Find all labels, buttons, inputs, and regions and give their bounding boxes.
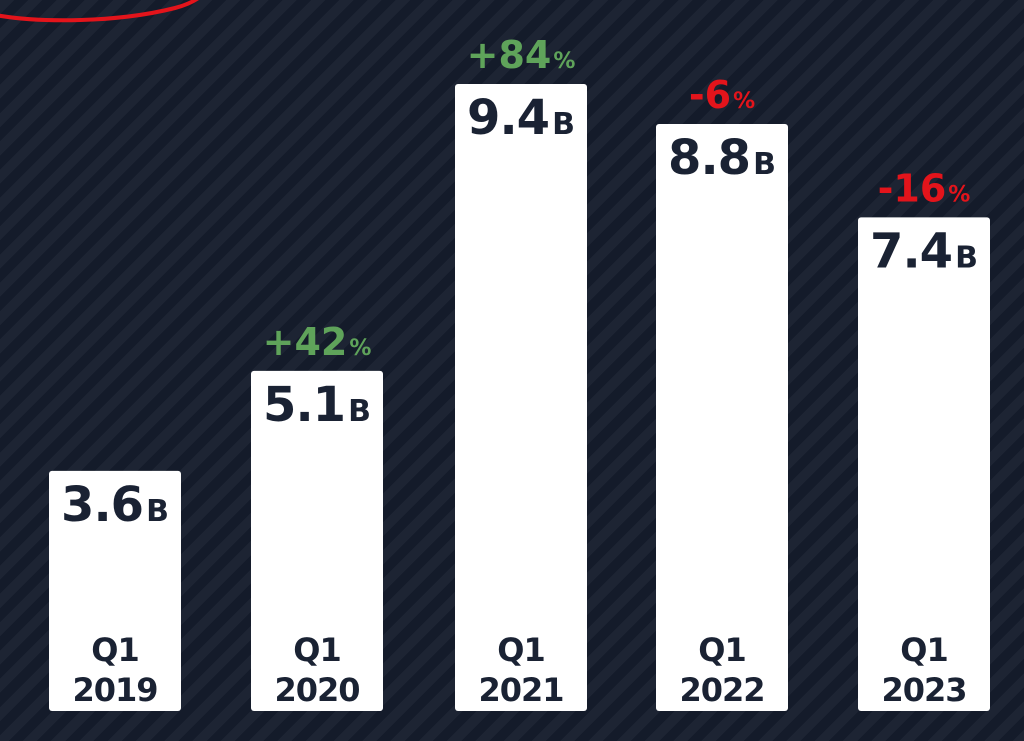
bar-value-label: 5.1 B	[263, 377, 371, 433]
change-number: -16	[878, 166, 947, 210]
value-unit: B	[753, 147, 776, 182]
category-quarter-label: Q1	[293, 631, 340, 669]
value-number: 3.6	[61, 477, 143, 533]
category-quarter-label: Q1	[497, 631, 544, 669]
bar-value-label: 8.8 B	[668, 130, 776, 186]
category-year-label: 2021	[478, 671, 563, 709]
change-label: +42%	[263, 320, 372, 364]
bar-value-label: 7.4 B	[870, 223, 978, 279]
bar-q1-2021	[455, 84, 587, 711]
change-unit: %	[553, 49, 575, 74]
category-year-label: 2023	[881, 671, 966, 709]
category-year-label: 2022	[679, 671, 764, 709]
bar-q1-2020	[251, 370, 383, 711]
value-unit: B	[348, 394, 371, 429]
change-label: -6%	[689, 73, 755, 117]
value-number: 9.4	[467, 90, 549, 146]
bar-q1-2022	[656, 124, 788, 712]
red-scribble-decoration	[0, 0, 199, 23]
value-number: 7.4	[870, 223, 952, 279]
value-unit: B	[552, 107, 575, 142]
change-unit: %	[349, 336, 371, 361]
bar-q1-2019	[49, 470, 181, 711]
change-number: +84	[467, 33, 552, 77]
value-unit: B	[146, 494, 169, 529]
category-year-label: 2020	[274, 671, 359, 709]
category-quarter-label: Q1	[698, 631, 745, 669]
value-unit: B	[955, 240, 978, 275]
category-quarter-label: Q1	[900, 631, 947, 669]
value-number: 8.8	[668, 130, 750, 186]
change-unit: %	[948, 182, 970, 207]
change-number: +42	[263, 320, 348, 364]
category-year-label: 2019	[72, 671, 157, 709]
change-number: -6	[689, 73, 731, 117]
category-quarter-label: Q1	[91, 631, 138, 669]
value-number: 5.1	[263, 377, 345, 433]
change-label: -16%	[878, 166, 971, 210]
change-label: +84%	[467, 33, 576, 77]
bar-value-label: 9.4 B	[467, 90, 575, 146]
change-unit: %	[733, 89, 755, 114]
bar-value-label: 3.6 B	[61, 477, 169, 533]
bar-q1-2023	[858, 217, 990, 712]
